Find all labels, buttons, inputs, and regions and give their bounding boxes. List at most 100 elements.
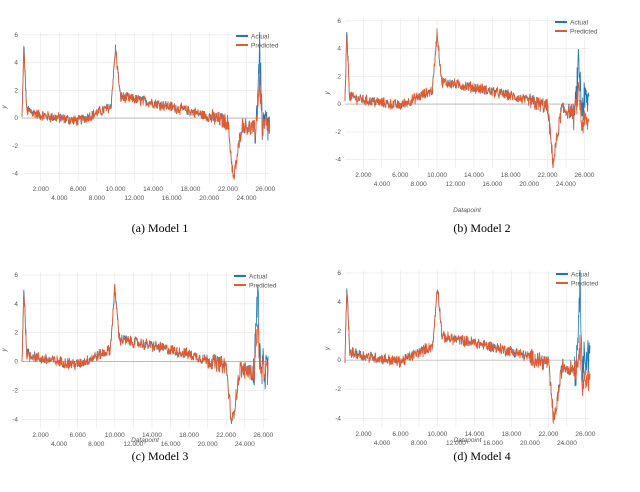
legend-label-predicted: Predicted	[570, 29, 598, 36]
legend-label-actual: Actual	[570, 20, 589, 27]
y-tick-label: 0	[14, 115, 18, 122]
x-tick-label: 14.000	[143, 186, 163, 193]
x-axis-label: Datapoint	[453, 207, 482, 214]
y-tick-label: 4	[337, 46, 341, 53]
x-tick-label: 18.000	[181, 186, 201, 193]
panel-caption: (c) Model 3	[132, 449, 189, 463]
legend-label-predicted: Predicted	[249, 283, 277, 290]
x-tick-label: 26.000	[575, 431, 595, 438]
x-tick-label: 26.000	[255, 186, 275, 193]
x-tick-label: 10.000	[105, 432, 125, 439]
x-tick-label: 16.000	[482, 181, 502, 188]
y-tick-label: 0	[337, 357, 341, 364]
x-tick-label: 20.000	[198, 441, 218, 448]
y-tick-label: 6	[337, 18, 341, 25]
x-tick-label: 22.000	[218, 186, 238, 193]
x-tick-label: 4.000	[51, 441, 68, 448]
x-tick-label: 14.000	[464, 172, 484, 179]
y-tick-label: 2	[337, 73, 341, 80]
x-tick-label: 24.000	[237, 195, 257, 202]
x-tick-label: 2.000	[32, 432, 49, 439]
panel-caption: (d) Model 4	[453, 449, 510, 463]
x-tick-label: 18.000	[501, 431, 521, 438]
y-axis-label: y	[1, 348, 8, 353]
x-tick-label: 16.000	[162, 195, 182, 202]
x-tick-label: 20.000	[520, 440, 540, 447]
x-tick-label: 12.000	[124, 195, 144, 202]
y-tick-label: 0	[14, 359, 18, 366]
y-tick-label: -2	[12, 387, 18, 394]
x-tick-label: 14.000	[142, 432, 162, 439]
y-tick-label: 6	[337, 270, 341, 277]
x-tick-label: 8.000	[411, 440, 428, 447]
series-line-predicted	[344, 28, 590, 169]
series-line-predicted	[21, 46, 271, 180]
y-axis-label: y	[324, 91, 331, 96]
x-tick-label: 4.000	[374, 181, 391, 188]
legend-label-actual: Actual	[571, 272, 590, 279]
x-tick-label: 8.000	[88, 441, 105, 448]
legend-label-predicted: Predicted	[251, 43, 279, 50]
x-tick-label: 10.000	[106, 186, 126, 193]
y-tick-label: 2	[14, 330, 18, 337]
x-tick-label: 6.000	[70, 432, 87, 439]
x-tick-label: 22.000	[216, 432, 236, 439]
x-tick-label: 4.000	[374, 440, 391, 447]
x-tick-label: 6.000	[392, 431, 409, 438]
x-tick-label: 2.000	[355, 172, 372, 179]
x-tick-label: 16.000	[483, 440, 503, 447]
legend-label-actual: Actual	[251, 34, 270, 41]
y-tick-label: 2	[14, 87, 18, 94]
x-tick-label: 26.000	[253, 432, 273, 439]
y-axis-label: y	[324, 346, 331, 351]
x-tick-label: 18.000	[179, 432, 199, 439]
x-tick-label: 2.000	[33, 186, 50, 193]
x-tick-label: 18.000	[501, 172, 521, 179]
x-tick-label: 14.000	[464, 431, 484, 438]
x-tick-label: 12.000	[446, 440, 466, 447]
panel-caption: (a) Model 1	[132, 221, 189, 235]
x-tick-label: 22.000	[538, 431, 558, 438]
chart-panel-1: 6 4 2 0 -2 -4 2.000 6.000 10.000 14.000 18.000 22.0…	[1, 32, 279, 235]
x-axis-label: Datapoint	[454, 437, 483, 444]
x-axis-label: Datapoint	[131, 437, 160, 444]
chart-panel-3: 6 4 2 0 -2 -4 2.000 6.000 10.000 14.000 18.000 22.0…	[1, 272, 277, 463]
y-tick-label: -4	[12, 171, 18, 178]
y-tick-label: -2	[335, 386, 341, 393]
y-axis-label: y	[1, 105, 8, 110]
x-tick-label: 24.000	[235, 441, 255, 448]
y-tick-label: 4	[337, 299, 341, 306]
x-tick-label: 6.000	[392, 172, 409, 179]
y-tick-label: -2	[335, 129, 341, 136]
x-tick-label: 10.000	[428, 431, 448, 438]
legend-label-predicted: Predicted	[571, 281, 599, 288]
legend-label-actual: Actual	[249, 274, 268, 281]
x-tick-label: 20.000	[519, 181, 539, 188]
x-tick-label: 8.000	[89, 195, 106, 202]
y-tick-label: -4	[335, 415, 341, 422]
x-tick-label: 10.000	[427, 172, 447, 179]
x-tick-label: 12.000	[446, 181, 466, 188]
x-tick-label: 20.000	[199, 195, 219, 202]
y-tick-label: -4	[335, 157, 341, 164]
x-tick-label: 16.000	[161, 441, 181, 448]
x-tick-label: 12.000	[123, 441, 143, 448]
chart-panel-2: 6 4 2 0 -2 -4 2.000 6.000 10.000 14.000 18.000 22.0…	[324, 18, 598, 235]
chart-panel-4: 6 4 2 0 -2 -4 2.000 6.000 10.000 14.000 18.000 22.0…	[324, 270, 599, 463]
y-tick-label: 4	[14, 60, 18, 67]
x-tick-label: 22.000	[538, 172, 558, 179]
y-tick-label: 2	[337, 328, 341, 335]
series-line-predicted	[21, 284, 269, 424]
series-line-predicted	[344, 290, 591, 424]
x-tick-label: 6.000	[70, 186, 87, 193]
x-tick-label: 4.000	[51, 195, 68, 202]
y-tick-label: -4	[12, 416, 18, 423]
y-tick-label: 0	[337, 101, 341, 108]
y-tick-label: 4	[14, 301, 18, 308]
y-tick-label: 6	[14, 32, 18, 39]
x-tick-label: 24.000	[556, 181, 576, 188]
x-tick-label: 24.000	[557, 440, 577, 447]
x-tick-label: 2.000	[355, 431, 372, 438]
x-tick-label: 8.000	[411, 181, 428, 188]
